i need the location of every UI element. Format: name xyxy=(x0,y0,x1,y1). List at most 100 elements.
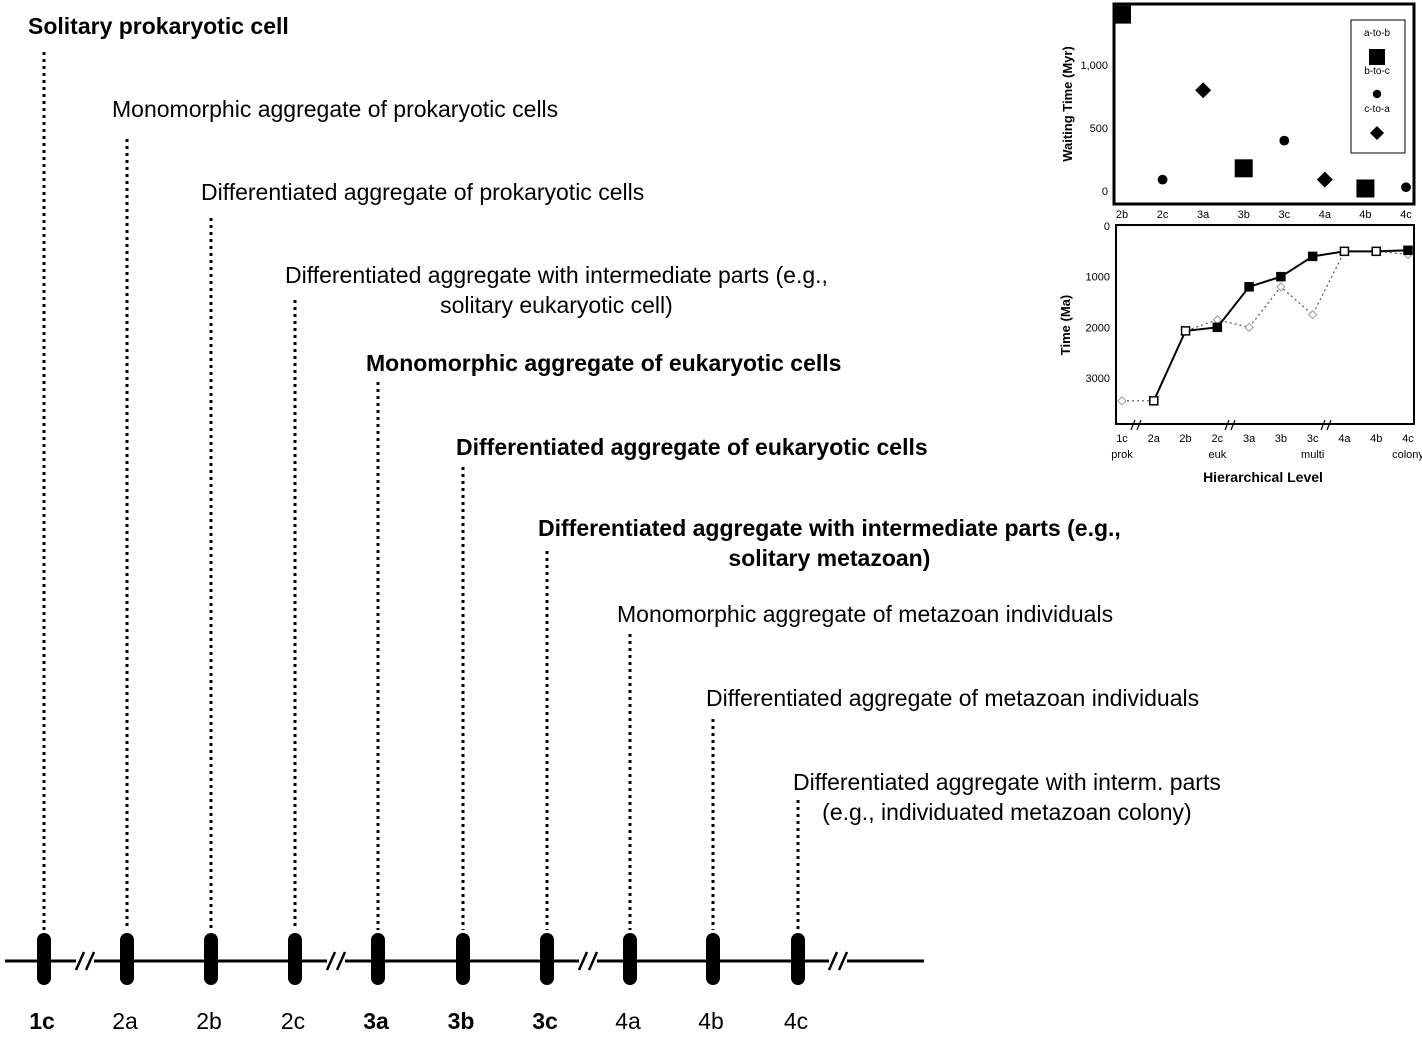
level-2b-description: Differentiated aggregate of prokaryotic … xyxy=(201,177,644,207)
level-1c-code: 1c xyxy=(29,1008,55,1034)
level-3a-code: 3a xyxy=(363,1008,389,1034)
y-tick-label: 0 xyxy=(1102,186,1108,198)
circle-point xyxy=(1401,182,1411,193)
x-tick-label: 4a xyxy=(1338,433,1351,445)
x-axis-label: Hierarchical Level xyxy=(1203,469,1323,485)
axis-break-stroke xyxy=(84,951,96,971)
axis-break-stroke xyxy=(577,951,589,971)
square-point xyxy=(1356,179,1375,198)
axis-break-mark xyxy=(325,951,347,971)
level-2c-marker xyxy=(288,933,302,985)
axis-break-stroke xyxy=(1136,419,1142,431)
legend-label: c-to-a xyxy=(1364,104,1390,115)
x-tick-label: 2b xyxy=(1179,433,1191,445)
square-point xyxy=(1276,271,1286,282)
axis-break-gap xyxy=(327,952,345,970)
y-tick-label: 0 xyxy=(1104,221,1110,233)
level-4a-code: 4a xyxy=(615,1008,641,1034)
x-tick-label: 3a xyxy=(1197,209,1210,221)
x-group-label: multi xyxy=(1301,449,1324,461)
plot-frame xyxy=(1115,224,1415,425)
level-2c-code: 2c xyxy=(281,1008,305,1034)
y-axis-label: Time (Ma) xyxy=(1058,295,1073,355)
axis-break-stroke xyxy=(837,951,849,971)
diamond-point xyxy=(1195,82,1212,99)
level-2a-description: Monomorphic aggregate of prokaryotic cel… xyxy=(112,94,558,124)
x-tick-label: 3c xyxy=(1278,209,1290,221)
square-point xyxy=(1149,396,1159,406)
x-tick-label: 2a xyxy=(1148,433,1161,445)
axis-break-gap xyxy=(579,952,597,970)
axis-break-gap xyxy=(829,952,847,970)
level-4b-marker xyxy=(706,933,720,985)
circle-point xyxy=(1372,89,1382,99)
square-point xyxy=(1244,282,1254,292)
level-4a-description: Monomorphic aggregate of metazoan indivi… xyxy=(617,599,1113,629)
axis-break-stroke xyxy=(325,951,337,971)
x-tick-label: 4b xyxy=(1370,433,1382,445)
square-point xyxy=(1212,322,1223,333)
diamond-point xyxy=(1316,171,1333,188)
description-line: Differentiated aggregate with intermedia… xyxy=(285,262,828,288)
description-line: Monomorphic aggregate of eukaryotic cell… xyxy=(366,350,842,376)
diamond-point xyxy=(1370,126,1384,140)
square-point xyxy=(1307,251,1318,262)
square-point xyxy=(1403,245,1413,256)
open-diamond-point xyxy=(1276,282,1286,292)
level-2c-description: Differentiated aggregate with intermedia… xyxy=(285,260,828,320)
level-4a-marker xyxy=(623,933,637,985)
axis-break-gap xyxy=(76,952,94,970)
axis-break-stroke xyxy=(335,951,347,971)
level-3c-description: Differentiated aggregate with intermedia… xyxy=(538,513,1121,573)
level-3c-marker xyxy=(540,933,554,985)
level-1c-description: Solitary prokaryotic cell xyxy=(28,11,289,41)
x-tick-label: 4c xyxy=(1400,209,1412,221)
description-line: solitary metazoan) xyxy=(728,545,931,571)
x-tick-label: 2b xyxy=(1116,209,1128,221)
axis-break-stroke xyxy=(1224,419,1230,431)
x-group-label: prok xyxy=(1111,449,1133,461)
level-3c-code: 3c xyxy=(532,1008,558,1034)
legend-label: b-to-c xyxy=(1364,66,1390,77)
circle-point xyxy=(1279,135,1290,146)
axis-break-mark xyxy=(827,951,849,971)
axis-break-stroke xyxy=(587,951,599,971)
level-3b-description: Differentiated aggregate of eukaryotic c… xyxy=(456,432,928,462)
description-line: Monomorphic aggregate of metazoan indivi… xyxy=(617,601,1114,627)
level-2b-code: 2b xyxy=(196,1008,222,1034)
square-point xyxy=(1369,49,1385,65)
x-tick-label: 3b xyxy=(1275,433,1287,445)
square-point xyxy=(1113,5,1131,24)
circle-point xyxy=(1157,174,1168,185)
square-point xyxy=(1339,246,1350,257)
y-tick-label: 3000 xyxy=(1086,373,1110,385)
axis-break-stroke xyxy=(1326,419,1332,431)
level-4b-description: Differentiated aggregate of metazoan ind… xyxy=(706,683,1199,713)
x-tick-label: 2c xyxy=(1212,433,1224,445)
level-2b-marker xyxy=(204,933,218,985)
level-3a-description: Monomorphic aggregate of eukaryotic cell… xyxy=(366,348,841,378)
description-line: Differentiated aggregate of metazoan ind… xyxy=(706,685,1200,711)
level-3b-marker xyxy=(456,933,470,985)
axis-break-stroke xyxy=(827,951,839,971)
axis-break-mark xyxy=(74,951,96,971)
x-group-label: colony xyxy=(1392,449,1422,461)
open-diamond-point xyxy=(1117,396,1127,406)
square-point xyxy=(1371,246,1381,257)
description-line: Solitary prokaryotic cell xyxy=(28,13,289,39)
y-axis-label: Waiting Time (Myr) xyxy=(1060,46,1075,162)
y-tick-label: 1000 xyxy=(1086,272,1110,284)
x-group-label: euk xyxy=(1208,449,1226,461)
description-line: solitary eukaryotic cell) xyxy=(440,292,673,318)
description-line: Monomorphic aggregate of prokaryotic cel… xyxy=(112,96,559,122)
x-tick-label: 4b xyxy=(1359,209,1371,221)
x-tick-label: 4c xyxy=(1402,433,1414,445)
x-tick-label: 4a xyxy=(1319,209,1332,221)
y-tick-label: 2000 xyxy=(1086,322,1110,334)
description-line: Differentiated aggregate with intermedia… xyxy=(538,515,1121,541)
axis-break-stroke xyxy=(1130,419,1136,431)
square-point xyxy=(1180,326,1191,336)
x-tick-label: 1c xyxy=(1116,433,1128,445)
open-diamond-point xyxy=(1244,322,1254,333)
